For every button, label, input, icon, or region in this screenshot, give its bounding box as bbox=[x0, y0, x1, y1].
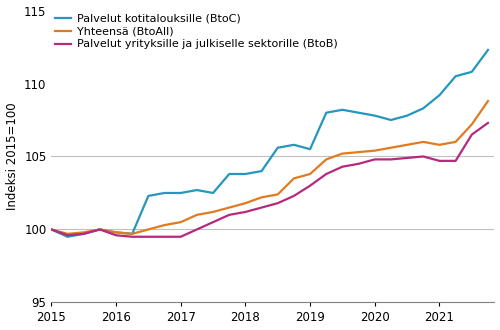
Palvelut kotitalouksille (BtoC) bbox=[48, 227, 54, 231]
Palvelut kotitalouksille (BtoC) bbox=[307, 147, 313, 151]
Palvelut kotitalouksille (BtoC) bbox=[404, 114, 410, 117]
Palvelut yrityksille ja julkiselle sektorille (BtoB) bbox=[372, 157, 378, 161]
Palvelut kotitalouksille (BtoC) bbox=[452, 74, 458, 78]
Palvelut yrityksille ja julkiselle sektorille (BtoB) bbox=[274, 201, 280, 205]
Palvelut yrityksille ja julkiselle sektorille (BtoB) bbox=[210, 220, 216, 224]
Palvelut yrityksille ja julkiselle sektorille (BtoB) bbox=[340, 165, 345, 169]
Palvelut yrityksille ja julkiselle sektorille (BtoB) bbox=[291, 194, 297, 198]
Palvelut kotitalouksille (BtoC) bbox=[129, 232, 135, 236]
Palvelut yrityksille ja julkiselle sektorille (BtoB) bbox=[436, 159, 442, 163]
Palvelut kotitalouksille (BtoC) bbox=[291, 143, 297, 147]
Palvelut yrityksille ja julkiselle sektorille (BtoB) bbox=[146, 235, 152, 239]
Yhteensä (BtoAll) bbox=[274, 192, 280, 196]
Yhteensä (BtoAll) bbox=[388, 146, 394, 150]
Palvelut yrityksille ja julkiselle sektorille (BtoB) bbox=[356, 162, 362, 166]
Palvelut kotitalouksille (BtoC) bbox=[80, 232, 86, 236]
Yhteensä (BtoAll) bbox=[307, 172, 313, 176]
Yhteensä (BtoAll) bbox=[436, 143, 442, 147]
Palvelut yrityksille ja julkiselle sektorille (BtoB) bbox=[242, 210, 248, 214]
Yhteensä (BtoAll) bbox=[452, 140, 458, 144]
Palvelut yrityksille ja julkiselle sektorille (BtoB) bbox=[226, 213, 232, 217]
Palvelut kotitalouksille (BtoC) bbox=[64, 235, 70, 239]
Yhteensä (BtoAll) bbox=[242, 201, 248, 205]
Yhteensä (BtoAll) bbox=[404, 143, 410, 147]
Palvelut yrityksille ja julkiselle sektorille (BtoB) bbox=[388, 157, 394, 161]
Yhteensä (BtoAll) bbox=[97, 227, 103, 231]
Yhteensä (BtoAll) bbox=[291, 177, 297, 181]
Yhteensä (BtoAll) bbox=[48, 227, 54, 231]
Yhteensä (BtoAll) bbox=[178, 220, 184, 224]
Palvelut kotitalouksille (BtoC) bbox=[420, 106, 426, 110]
Palvelut yrityksille ja julkiselle sektorille (BtoB) bbox=[420, 154, 426, 158]
Palvelut kotitalouksille (BtoC) bbox=[226, 172, 232, 176]
Palvelut yrityksille ja julkiselle sektorille (BtoB) bbox=[307, 184, 313, 188]
Yhteensä (BtoAll) bbox=[146, 227, 152, 231]
Yhteensä (BtoAll) bbox=[80, 230, 86, 234]
Palvelut kotitalouksille (BtoC) bbox=[178, 191, 184, 195]
Yhteensä (BtoAll) bbox=[340, 151, 345, 155]
Palvelut yrityksille ja julkiselle sektorille (BtoB) bbox=[194, 227, 200, 231]
Y-axis label: Indeksi 2015=100: Indeksi 2015=100 bbox=[6, 103, 18, 210]
Line: Palvelut yrityksille ja julkiselle sektorille (BtoB): Palvelut yrityksille ja julkiselle sekto… bbox=[52, 123, 488, 237]
Palvelut yrityksille ja julkiselle sektorille (BtoB) bbox=[64, 233, 70, 237]
Palvelut yrityksille ja julkiselle sektorille (BtoB) bbox=[178, 235, 184, 239]
Palvelut kotitalouksille (BtoC) bbox=[469, 70, 475, 74]
Yhteensä (BtoAll) bbox=[210, 210, 216, 214]
Palvelut yrityksille ja julkiselle sektorille (BtoB) bbox=[469, 133, 475, 137]
Yhteensä (BtoAll) bbox=[420, 140, 426, 144]
Palvelut yrityksille ja julkiselle sektorille (BtoB) bbox=[485, 121, 491, 125]
Palvelut kotitalouksille (BtoC) bbox=[194, 188, 200, 192]
Palvelut kotitalouksille (BtoC) bbox=[242, 172, 248, 176]
Yhteensä (BtoAll) bbox=[324, 157, 330, 161]
Yhteensä (BtoAll) bbox=[356, 150, 362, 154]
Palvelut kotitalouksille (BtoC) bbox=[485, 48, 491, 52]
Palvelut yrityksille ja julkiselle sektorille (BtoB) bbox=[97, 227, 103, 231]
Palvelut yrityksille ja julkiselle sektorille (BtoB) bbox=[113, 233, 119, 237]
Palvelut yrityksille ja julkiselle sektorille (BtoB) bbox=[162, 235, 168, 239]
Palvelut yrityksille ja julkiselle sektorille (BtoB) bbox=[258, 206, 264, 210]
Yhteensä (BtoAll) bbox=[194, 213, 200, 217]
Palvelut kotitalouksille (BtoC) bbox=[210, 191, 216, 195]
Palvelut yrityksille ja julkiselle sektorille (BtoB) bbox=[452, 159, 458, 163]
Palvelut yrityksille ja julkiselle sektorille (BtoB) bbox=[129, 235, 135, 239]
Palvelut kotitalouksille (BtoC) bbox=[388, 118, 394, 122]
Palvelut kotitalouksille (BtoC) bbox=[146, 194, 152, 198]
Palvelut kotitalouksille (BtoC) bbox=[356, 111, 362, 115]
Palvelut yrityksille ja julkiselle sektorille (BtoB) bbox=[48, 227, 54, 231]
Palvelut yrityksille ja julkiselle sektorille (BtoB) bbox=[80, 232, 86, 236]
Yhteensä (BtoAll) bbox=[258, 195, 264, 199]
Line: Yhteensä (BtoAll): Yhteensä (BtoAll) bbox=[52, 101, 488, 234]
Yhteensä (BtoAll) bbox=[226, 206, 232, 210]
Palvelut kotitalouksille (BtoC) bbox=[436, 93, 442, 97]
Palvelut kotitalouksille (BtoC) bbox=[324, 111, 330, 115]
Palvelut yrityksille ja julkiselle sektorille (BtoB) bbox=[324, 172, 330, 176]
Line: Palvelut kotitalouksille (BtoC): Palvelut kotitalouksille (BtoC) bbox=[52, 50, 488, 237]
Palvelut yrityksille ja julkiselle sektorille (BtoB) bbox=[404, 156, 410, 160]
Palvelut kotitalouksille (BtoC) bbox=[258, 169, 264, 173]
Palvelut kotitalouksille (BtoC) bbox=[340, 108, 345, 112]
Yhteensä (BtoAll) bbox=[485, 99, 491, 103]
Legend: Palvelut kotitalouksille (BtoC), Yhteensä (BtoAll), Palvelut yrityksille ja julk: Palvelut kotitalouksille (BtoC), Yhteens… bbox=[54, 14, 338, 49]
Yhteensä (BtoAll) bbox=[372, 149, 378, 153]
Yhteensä (BtoAll) bbox=[469, 122, 475, 126]
Yhteensä (BtoAll) bbox=[64, 232, 70, 236]
Palvelut kotitalouksille (BtoC) bbox=[97, 227, 103, 231]
Palvelut kotitalouksille (BtoC) bbox=[162, 191, 168, 195]
Yhteensä (BtoAll) bbox=[162, 223, 168, 227]
Yhteensä (BtoAll) bbox=[113, 230, 119, 234]
Palvelut kotitalouksille (BtoC) bbox=[274, 146, 280, 150]
Palvelut kotitalouksille (BtoC) bbox=[113, 230, 119, 234]
Yhteensä (BtoAll) bbox=[129, 232, 135, 236]
Palvelut kotitalouksille (BtoC) bbox=[372, 114, 378, 117]
